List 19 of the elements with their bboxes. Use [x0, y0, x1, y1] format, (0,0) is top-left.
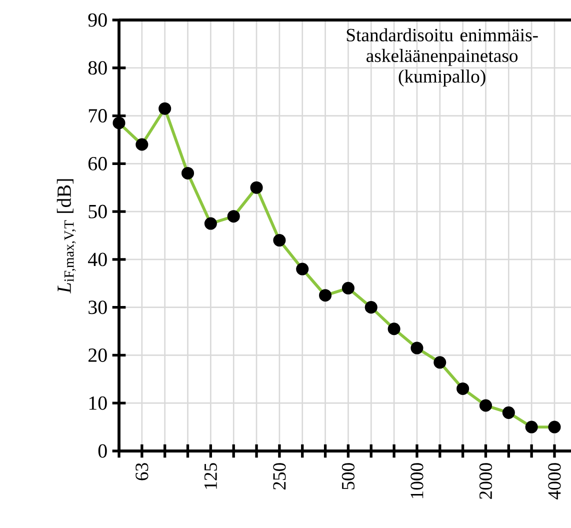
y-tick-label: 0 [98, 444, 107, 458]
y-tick-label: 40 [88, 252, 107, 266]
y-tick-label: 60 [88, 156, 107, 170]
x-tick-label: 250 [273, 463, 286, 490]
y-tick-label: 30 [88, 300, 107, 314]
y-axis-title: L$_{iF,max,V,T}$ [dB] [56, 179, 76, 294]
text: Standardisoitu enimmäis-askeläänenpainetaso (kumipallo) [346, 28, 538, 87]
x-tick-label: 500 [342, 463, 355, 490]
x-tick-label: 63 [136, 463, 148, 480]
y-tick-label: 70 [88, 109, 107, 123]
y-tick-label: 50 [88, 204, 107, 218]
y-tick-label: 80 [88, 61, 107, 75]
y-tick-label: 90 [88, 13, 107, 27]
x-tick-label: 2000 [479, 463, 492, 499]
y-tick-label: 10 [89, 396, 107, 410]
x-tick-label: 125 [204, 463, 217, 489]
x-tick-label: 1000 [410, 463, 424, 498]
x-tick-label: 4000 [548, 463, 561, 500]
y-tick-label: 20 [88, 348, 107, 362]
